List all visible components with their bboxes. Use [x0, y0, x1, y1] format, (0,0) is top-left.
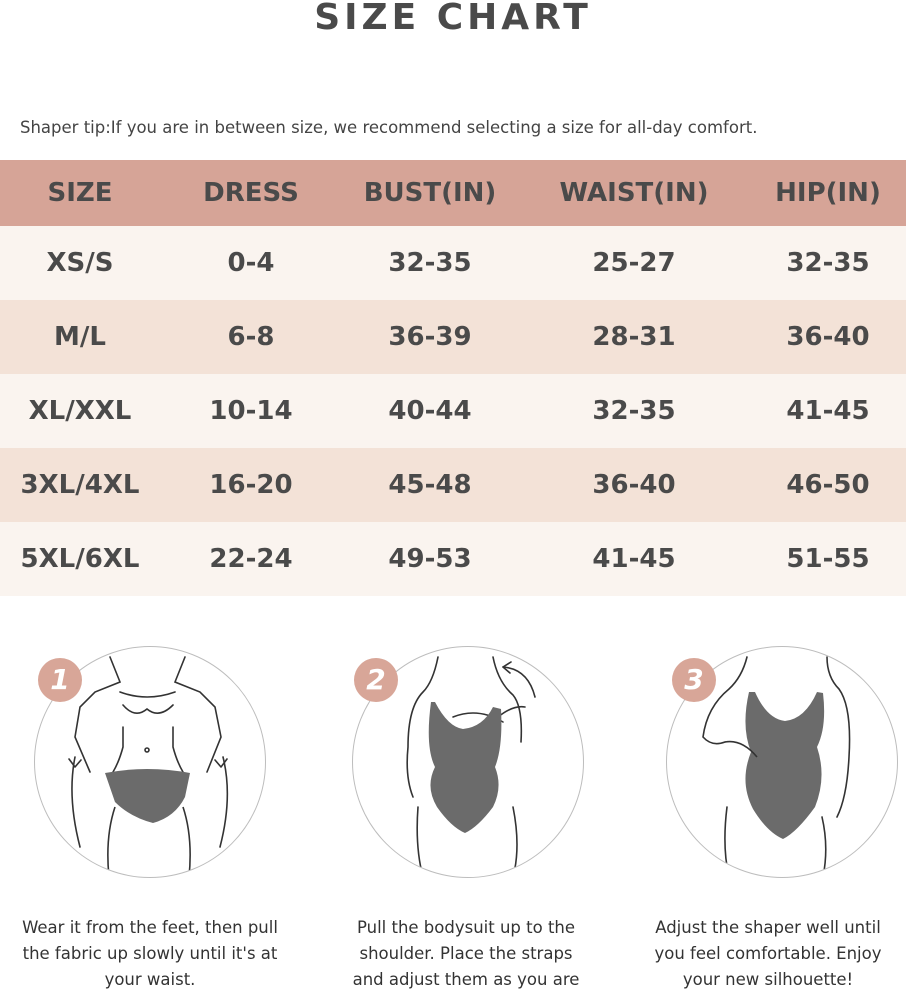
cell-dress: 22-24 — [160, 522, 342, 596]
cell-dress: 16-20 — [160, 448, 342, 522]
caption-line: your waist. — [104, 970, 196, 989]
cell-dress: 6-8 — [160, 300, 342, 374]
table-row: XL/XXL 10-14 40-44 32-35 41-45 — [0, 374, 906, 448]
step-3-number-badge: 3 — [672, 658, 716, 702]
step-2-number-badge: 2 — [354, 658, 398, 702]
caption-line: Wear it from the feet, then pull — [22, 918, 278, 937]
cell-size: 5XL/6XL — [0, 522, 160, 596]
instruction-steps: 1 Wear it from the feet, then pull the f… — [0, 640, 906, 990]
cell-hip: 51-55 — [750, 522, 906, 596]
header-dress: DRESS — [160, 160, 342, 226]
cell-size: XL/XXL — [0, 374, 160, 448]
shaper-tip: Shaper tip:If you are in between size, w… — [20, 118, 758, 137]
cell-size: XS/S — [0, 226, 160, 300]
cell-size: 3XL/4XL — [0, 448, 160, 522]
header-size: SIZE — [0, 160, 160, 226]
header-bust: BUST(IN) — [342, 160, 518, 226]
cell-hip: 46-50 — [750, 448, 906, 522]
table-row: 5XL/6XL 22-24 49-53 41-45 51-55 — [0, 522, 906, 596]
size-chart-table: SIZE DRESS BUST(IN) WAIST(IN) HIP(IN) XS… — [0, 160, 906, 596]
step-1-number-badge: 1 — [38, 658, 82, 702]
step-2-caption: Pull the bodysuit up to the shoulder. Pl… — [316, 915, 616, 993]
step-1-caption: Wear it from the feet, then pull the fab… — [0, 915, 300, 993]
finished-shaper-figure-icon — [702, 656, 851, 877]
cell-bust: 40-44 — [342, 374, 518, 448]
pull-up-figure-icon — [68, 656, 229, 877]
cell-hip: 32-35 — [750, 226, 906, 300]
bodysuit-strap-figure-icon — [406, 656, 536, 877]
cell-bust: 49-53 — [342, 522, 518, 596]
cell-hip: 41-45 — [750, 374, 906, 448]
caption-line: you feel comfortable. Enjoy — [654, 944, 882, 963]
page-title: SIZE CHART — [314, 0, 592, 38]
table-row: 3XL/4XL 16-20 45-48 36-40 46-50 — [0, 448, 906, 522]
caption-line: Pull the bodysuit up to the — [356, 918, 576, 937]
caption-line: and adjust them as you are — [352, 970, 580, 989]
table-row: M/L 6-8 36-39 28-31 36-40 — [0, 300, 906, 374]
header-waist: WAIST(IN) — [518, 160, 750, 226]
caption-line: the fabric up slowly until it's at — [22, 944, 278, 963]
cell-hip: 36-40 — [750, 300, 906, 374]
cell-waist: 28-31 — [518, 300, 750, 374]
caption-line: Adjust the shaper well until — [655, 918, 881, 937]
step-3-illustration — [666, 646, 898, 878]
cell-waist: 25-27 — [518, 226, 750, 300]
cell-waist: 32-35 — [518, 374, 750, 448]
cell-dress: 10-14 — [160, 374, 342, 448]
cell-bust: 32-35 — [342, 226, 518, 300]
cell-dress: 0-4 — [160, 226, 342, 300]
caption-line: shoulder. Place the straps — [359, 944, 573, 963]
cell-size: M/L — [0, 300, 160, 374]
cell-bust: 36-39 — [342, 300, 518, 374]
caption-line: your new silhouette! — [682, 970, 854, 989]
step-1-illustration — [34, 646, 266, 878]
cell-waist: 41-45 — [518, 522, 750, 596]
table-row: XS/S 0-4 32-35 25-27 32-35 — [0, 226, 906, 300]
cell-waist: 36-40 — [518, 448, 750, 522]
cell-bust: 45-48 — [342, 448, 518, 522]
step-3-caption: Adjust the shaper well until you feel co… — [630, 915, 906, 993]
table-header-row: SIZE DRESS BUST(IN) WAIST(IN) HIP(IN) — [0, 160, 906, 226]
header-hip: HIP(IN) — [750, 160, 906, 226]
